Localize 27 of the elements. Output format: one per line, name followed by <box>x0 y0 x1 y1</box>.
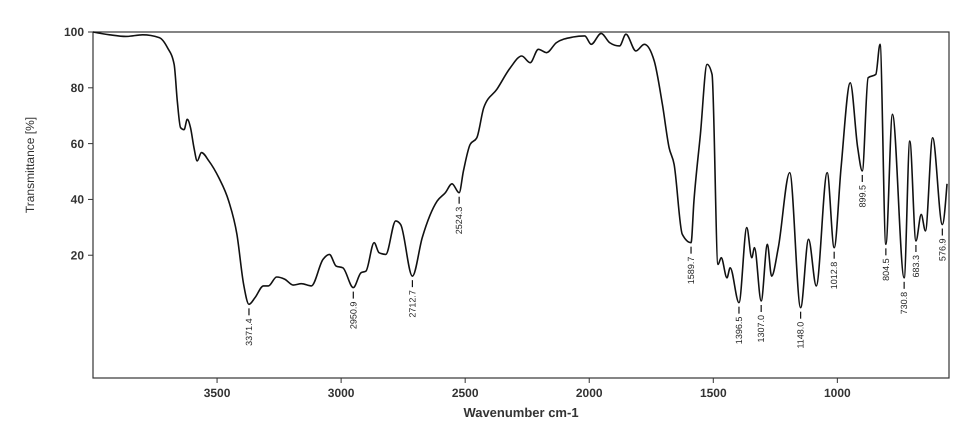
annotation: 730.8 <box>899 292 910 314</box>
annotation: 1589.7 <box>686 256 696 284</box>
annotation: 1012.8 <box>829 262 840 290</box>
x-tick-label: 1000 <box>824 386 852 400</box>
annotation: 2950.9 <box>348 302 358 330</box>
annotation: 1148.0 <box>796 322 806 349</box>
annotation: 3371.4 <box>244 318 254 346</box>
annotation: 576.9 <box>937 238 948 262</box>
annotation: 2524.3 <box>454 206 464 234</box>
y-tick-label: 40 <box>70 192 84 207</box>
y-tick-label: 20 <box>70 248 84 262</box>
annotation: 899.5 <box>857 184 868 208</box>
annotation: 683.3 <box>910 254 921 278</box>
annotation: 2712.7 <box>407 290 418 318</box>
x-tick-label: 2500 <box>452 386 479 400</box>
x-tick-label: 1500 <box>700 386 727 400</box>
y-tick-label: 100 <box>64 25 84 40</box>
x-tick-label: 3000 <box>328 386 355 400</box>
x-tick-label: 2000 <box>576 386 603 400</box>
x-axis-title: Wavenumber cm-1 <box>463 405 579 420</box>
y-tick-label: 80 <box>70 81 84 96</box>
y-tick-label: 60 <box>70 136 84 151</box>
annotation: 804.5 <box>880 258 891 281</box>
y-axis-title: Transmittance [%] <box>23 116 37 214</box>
x-tick-label: 3500 <box>204 386 231 400</box>
annotation: 1396.5 <box>734 316 744 344</box>
annotation: 1307.0 <box>756 314 766 343</box>
